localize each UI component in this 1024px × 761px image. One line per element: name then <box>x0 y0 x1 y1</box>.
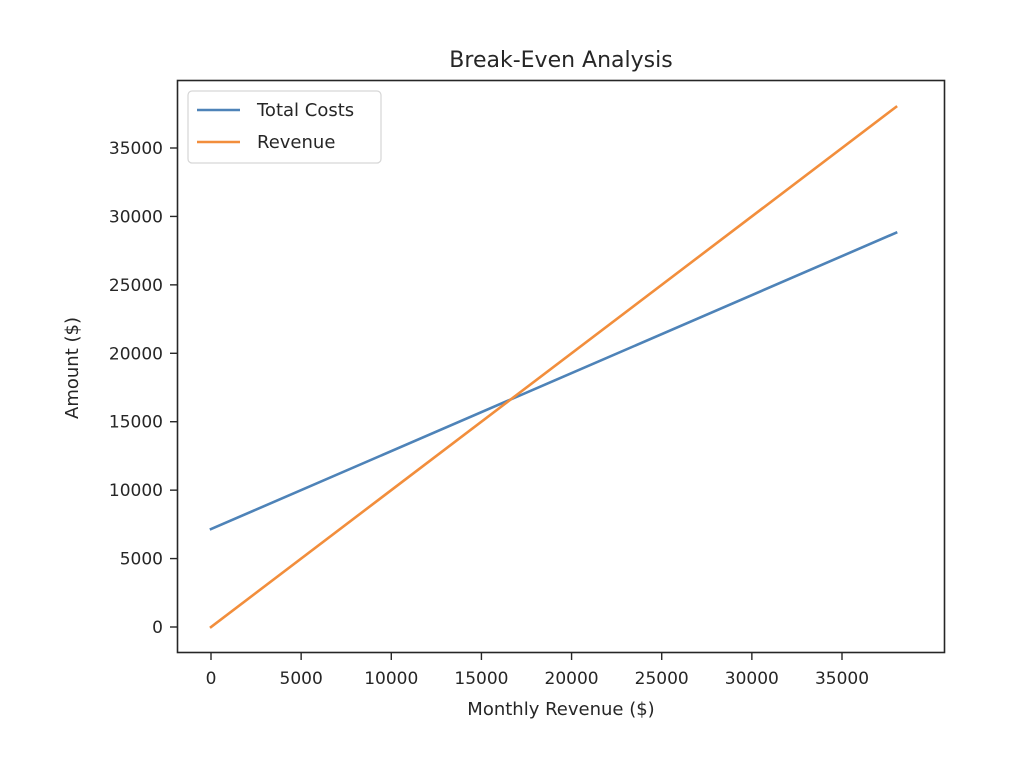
y-axis-label: Amount ($) <box>62 317 83 419</box>
x-tick-label: 0 <box>206 669 217 689</box>
plot-area-frame <box>176 79 946 654</box>
x-tick-label: 20000 <box>545 669 599 689</box>
y-tick-label: 10000 <box>109 481 163 501</box>
legend-label-total-costs: Total Costs <box>256 100 354 121</box>
legend-label-revenue: Revenue <box>257 132 335 153</box>
y-tick-label: 5000 <box>120 550 163 570</box>
y-tick-label: 30000 <box>109 207 163 227</box>
y-tick-label: 0 <box>152 618 163 638</box>
x-tick-label: 25000 <box>635 669 689 689</box>
series-line-revenue <box>209 105 898 629</box>
series-lines <box>209 105 898 629</box>
legend: Total Costs Revenue <box>187 90 382 164</box>
x-axis-label: Monthly Revenue ($) <box>467 699 654 720</box>
y-axis-ticks: 0 5000 10000 15000 20000 25000 30000 35000 <box>109 139 177 638</box>
y-tick-label: 25000 <box>109 276 163 296</box>
y-tick-label: 20000 <box>109 344 163 364</box>
x-axis-ticks: 0 5000 10000 15000 20000 25000 30000 35000 <box>206 653 869 689</box>
x-tick-label: 15000 <box>454 669 508 689</box>
x-tick-label: 35000 <box>815 669 869 689</box>
x-tick-label: 10000 <box>364 669 418 689</box>
series-line-total-costs <box>209 230 898 531</box>
y-tick-label: 15000 <box>109 413 163 433</box>
chart-title: Break-Even Analysis <box>449 48 672 73</box>
y-tick-label: 35000 <box>109 139 163 159</box>
x-tick-label: 30000 <box>725 669 779 689</box>
x-tick-label: 5000 <box>280 669 323 689</box>
